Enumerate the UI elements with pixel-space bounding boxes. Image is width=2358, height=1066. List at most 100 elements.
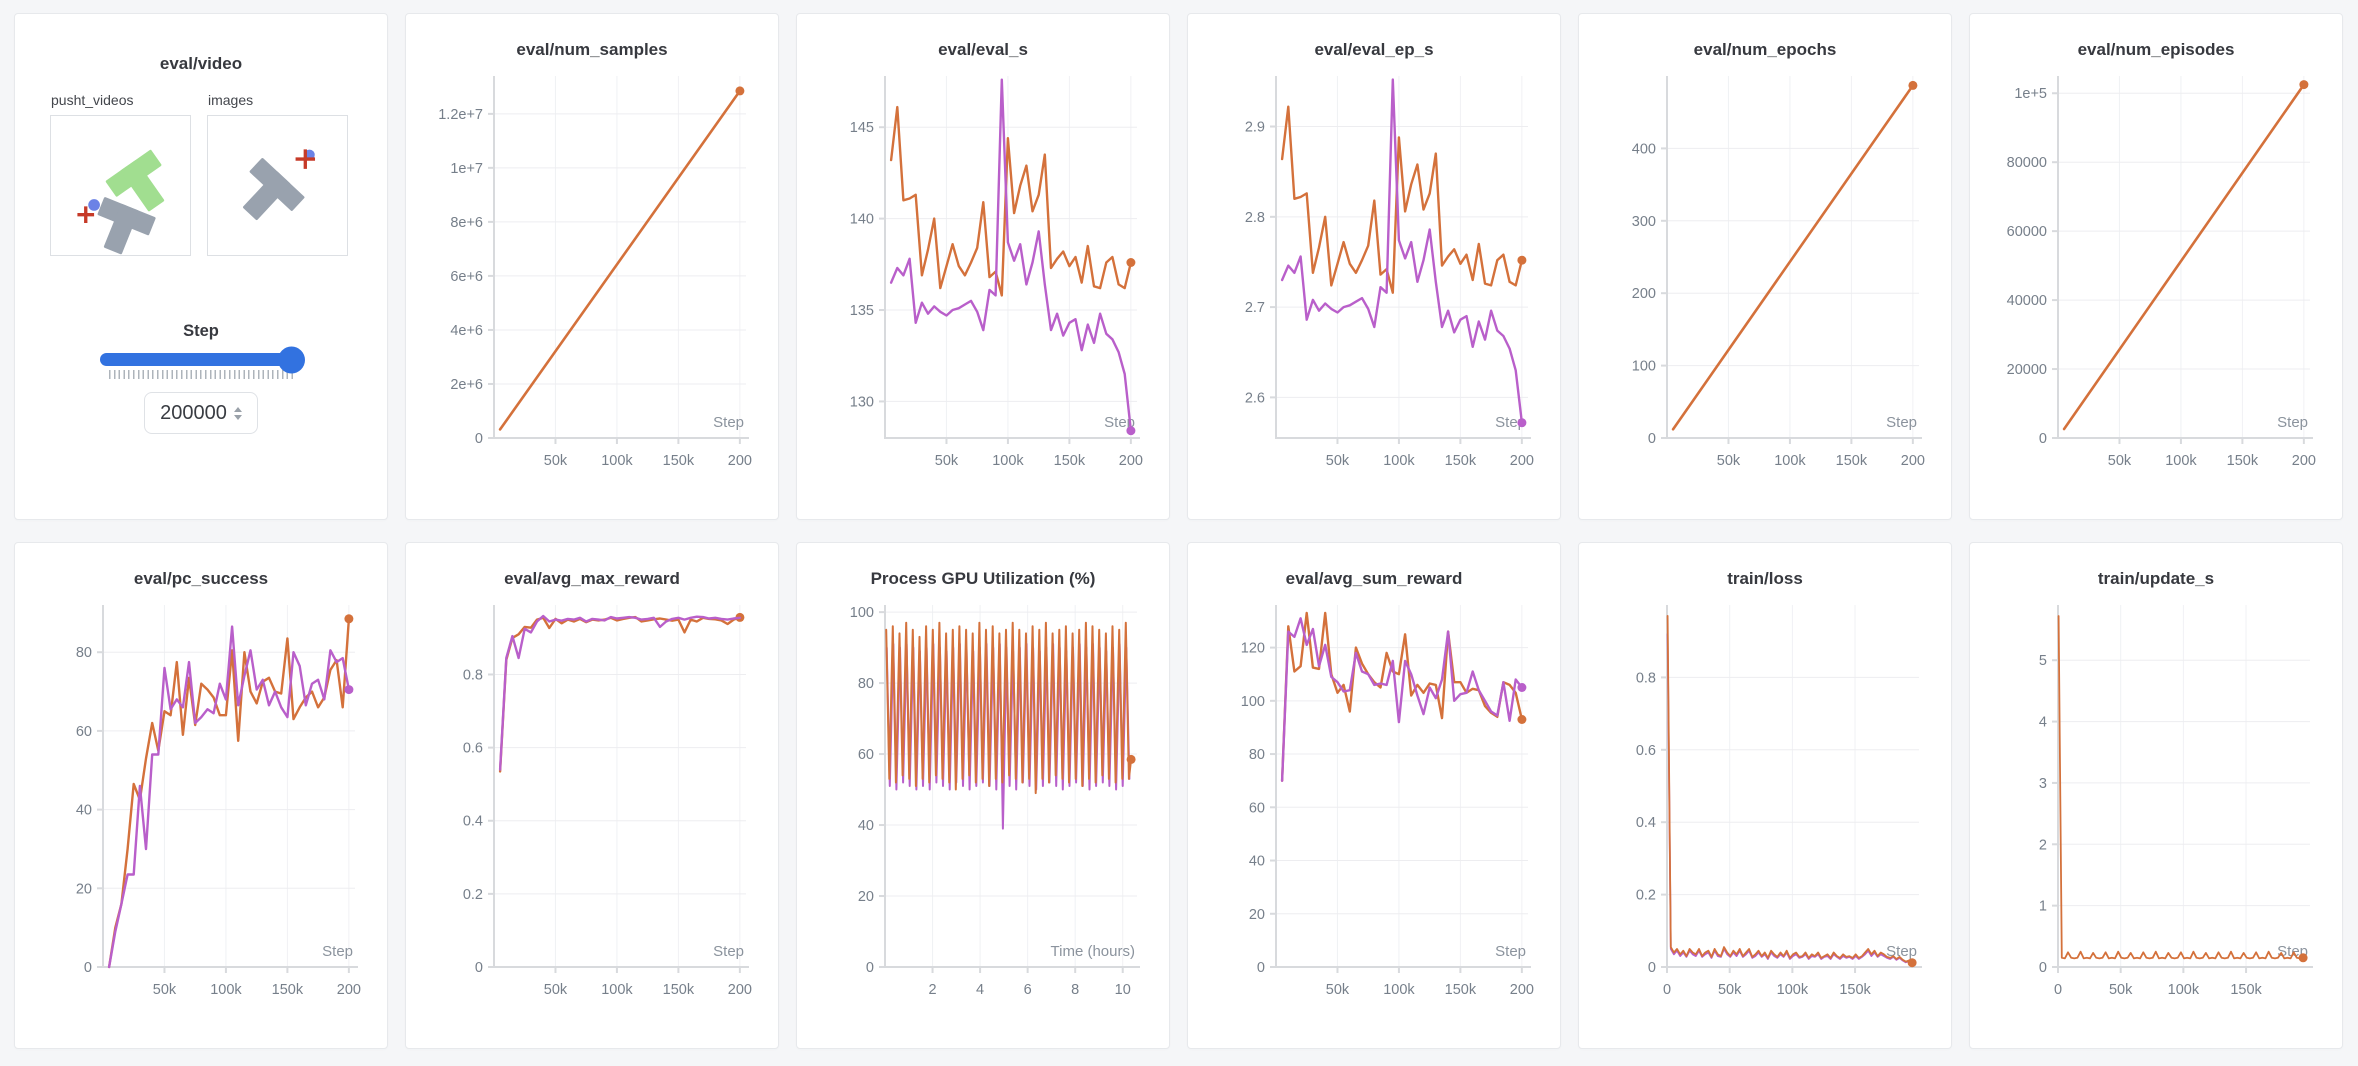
svg-text:200: 200 (337, 982, 361, 998)
svg-text:1e+5: 1e+5 (2014, 86, 2047, 102)
svg-text:150k: 150k (2230, 982, 2262, 998)
panel-eval-num-samples: eval/num_samples 0 2e+6 4e+6 6e+6 8e+6 1e+7 1.… (405, 13, 779, 520)
panel-eval-avg-max-reward: eval/avg_max_reward 0 0.2 0.4 0.6 0.8 50k 100k… (405, 542, 779, 1049)
num-episodes-plot[interactable]: 0 20000 40000 60000 80000 1e+5 50k 100k 150k 200 S… (1970, 66, 2342, 496)
media-label-pusht-videos: pusht_videos (51, 92, 134, 108)
svg-text:300: 300 (1632, 214, 1656, 230)
svg-text:Step: Step (1495, 943, 1526, 960)
panel-eval-avg-sum-reward: eval/avg_sum_reward 0 20 40 60 80 100 120 50k 10… (1187, 542, 1561, 1049)
svg-text:0: 0 (475, 431, 483, 447)
svg-text:Step: Step (1104, 414, 1135, 431)
eval-ep-s-plot[interactable]: 2.6 2.7 2.8 2.9 50k 100k 150k 200 Step (1188, 66, 1560, 496)
svg-text:2e+6: 2e+6 (450, 377, 483, 393)
svg-text:50k: 50k (544, 982, 568, 998)
step-input[interactable]: 200000 (144, 392, 258, 434)
svg-text:1: 1 (2039, 899, 2047, 915)
image-thumbnail[interactable] (207, 115, 348, 256)
panel-eval-pc-success: eval/pc_success 0 20 40 60 80 50k 100k 150k 200 S… (14, 542, 388, 1049)
svg-text:100k: 100k (1774, 453, 1806, 469)
svg-text:2.7: 2.7 (1245, 300, 1265, 316)
panel-eval-num-episodes: eval/num_episodes 0 20000 40000 60000 80000 1… (1969, 13, 2343, 520)
media-pusht-videos: pusht_videos (50, 92, 191, 256)
svg-text:40: 40 (858, 818, 874, 834)
panel-eval-eval-s: eval/eval_s 130 135 140 145 50k 100k 150k 200 St… (796, 13, 1170, 520)
num-epochs-plot[interactable]: 0 100 200 300 400 50k 100k 150k 200 Step (1579, 66, 1951, 496)
svg-text:100k: 100k (992, 453, 1024, 469)
eval-s-plot[interactable]: 130 135 140 145 50k 100k 150k 200 Step (797, 66, 1169, 496)
svg-text:5: 5 (2039, 653, 2047, 669)
svg-text:10: 10 (1115, 982, 1131, 998)
step-down-icon[interactable] (233, 414, 242, 420)
svg-text:200: 200 (728, 453, 752, 469)
svg-text:6: 6 (1024, 982, 1032, 998)
num-samples-plot[interactable]: 0 2e+6 4e+6 6e+6 8e+6 1e+7 1.2e+7 50k 100k 150k 20… (406, 66, 778, 496)
step-slider[interactable] (100, 346, 305, 379)
svg-text:200: 200 (1901, 453, 1925, 469)
svg-text:150k: 150k (663, 982, 695, 998)
svg-text:20: 20 (76, 881, 92, 897)
svg-text:100k: 100k (601, 982, 633, 998)
svg-text:140: 140 (850, 212, 874, 228)
gpu-utilization-plot[interactable]: 0 20 40 60 80 100 2 4 6 8 10 Time (hours) (797, 595, 1169, 1025)
avg-sum-reward-plot[interactable]: 0 20 40 60 80 100 120 50k 100k 150k 200 Step (1188, 595, 1560, 1025)
svg-text:60: 60 (76, 724, 92, 740)
panel-title: eval/pc_success (133, 569, 269, 588)
slider-track[interactable] (100, 346, 305, 373)
svg-text:145: 145 (850, 120, 874, 136)
svg-text:100: 100 (850, 605, 874, 621)
svg-text:60: 60 (858, 747, 874, 763)
svg-text:0: 0 (1257, 960, 1265, 976)
panel-title: eval/num_episodes (2077, 40, 2235, 59)
svg-text:Step: Step (2277, 414, 2308, 431)
svg-text:135: 135 (850, 303, 874, 319)
stepper-arrows[interactable] (233, 406, 242, 420)
svg-text:150k: 150k (1445, 982, 1477, 998)
svg-text:Step: Step (713, 414, 744, 431)
media-label-images: images (208, 92, 254, 108)
svg-text:100: 100 (1241, 694, 1265, 710)
svg-text:8: 8 (1071, 982, 1079, 998)
avg-max-reward-plot[interactable]: 0 0.2 0.4 0.6 0.8 50k 100k 150k 200 Step (406, 595, 778, 1025)
pc-success-plot[interactable]: 0 20 40 60 80 50k 100k 150k 200 Step (15, 595, 387, 1025)
svg-text:80: 80 (858, 676, 874, 692)
panel-title: train/loss (1727, 569, 1803, 588)
svg-text:Time (hours): Time (hours) (1051, 943, 1135, 960)
panel-title: eval/avg_sum_reward (1285, 569, 1463, 588)
svg-text:0.6: 0.6 (463, 741, 483, 757)
svg-text:100: 100 (1632, 359, 1656, 375)
panel-title: eval/avg_max_reward (504, 569, 680, 588)
pusht-video-thumbnail[interactable] (50, 115, 191, 256)
svg-text:200: 200 (1510, 453, 1534, 469)
svg-text:0: 0 (2039, 431, 2047, 447)
step-slider-label: Step (183, 322, 219, 340)
svg-text:60000: 60000 (2007, 224, 2047, 240)
svg-text:150k: 150k (1445, 453, 1477, 469)
svg-text:4: 4 (2039, 715, 2047, 731)
svg-text:80: 80 (76, 645, 92, 661)
svg-text:200: 200 (1119, 453, 1143, 469)
svg-text:200: 200 (728, 982, 752, 998)
svg-text:0: 0 (2039, 960, 2047, 976)
svg-text:50k: 50k (1326, 453, 1350, 469)
svg-text:60: 60 (1249, 800, 1265, 816)
panel-title: eval/eval_ep_s (1314, 40, 1434, 59)
svg-text:40000: 40000 (2007, 293, 2047, 309)
svg-text:150k: 150k (1839, 982, 1871, 998)
step-up-icon[interactable] (233, 406, 242, 412)
svg-text:0.6: 0.6 (1636, 743, 1656, 759)
svg-text:0: 0 (84, 960, 92, 976)
step-value[interactable]: 200000 (160, 401, 227, 424)
panel-train-loss: train/loss 0 0.2 0.4 0.6 0.8 0 50k 100k 150k Step (1578, 542, 1952, 1049)
svg-text:Step: Step (1495, 414, 1526, 431)
svg-text:100k: 100k (2165, 453, 2197, 469)
panel-title: eval/num_samples (516, 40, 668, 59)
panel-title: eval/num_epochs (1693, 40, 1837, 59)
slider-handle[interactable] (278, 346, 305, 373)
svg-text:0: 0 (866, 960, 874, 976)
svg-text:150k: 150k (2227, 453, 2259, 469)
svg-text:2: 2 (2039, 837, 2047, 853)
svg-text:50k: 50k (153, 982, 177, 998)
svg-text:50k: 50k (2108, 453, 2132, 469)
